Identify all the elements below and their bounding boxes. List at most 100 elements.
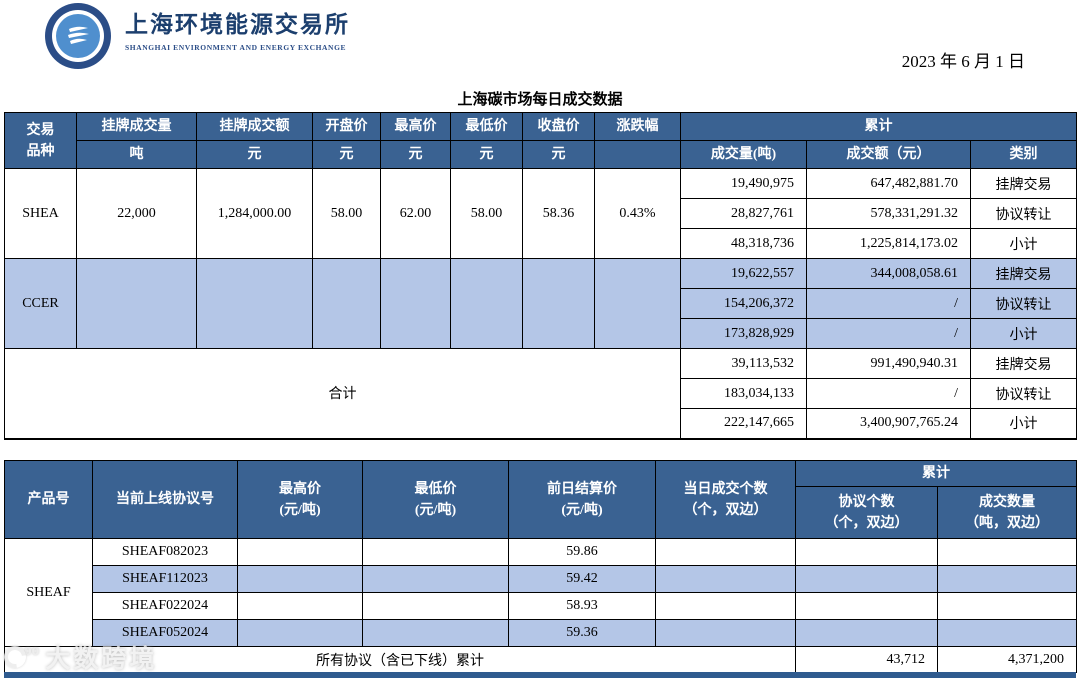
sheaf-agreement: SHEAF022024 bbox=[92, 592, 238, 620]
col-header-high: 最高价 bbox=[380, 112, 451, 141]
ccer-close-empty bbox=[522, 258, 595, 349]
ccer-cum-category: 挂牌交易 bbox=[969, 258, 1078, 289]
ccer-row-2: 154,206,372 / 协议转让 bbox=[5, 288, 1078, 319]
unit-listed-volume: 吨 bbox=[76, 140, 197, 169]
exchange-logo-header: 上海环境能源交易所 SHANGHAI ENVIRONMENT AND ENERG… bbox=[45, 3, 350, 69]
sheaf-agreement: SHEAF082023 bbox=[92, 538, 238, 566]
col-header-prev-settle: 前日结算价 (元/吨) bbox=[508, 460, 656, 539]
col-header-cum-volume: 成交量(吨) bbox=[680, 140, 807, 169]
shea-cum-volume: 28,827,761 bbox=[680, 198, 807, 229]
total-cum-category: 挂牌交易 bbox=[969, 348, 1078, 379]
col-header-listed-amount: 挂牌成交额 bbox=[196, 112, 313, 141]
sheaf-cum-qty-empty bbox=[937, 565, 1077, 593]
col-header-low: 最低价 (元/吨) bbox=[362, 460, 509, 539]
shea-cum-category: 挂牌交易 bbox=[969, 168, 1078, 199]
logo-swoosh-icon bbox=[68, 26, 89, 44]
col-header-high: 最高价 (元/吨) bbox=[237, 460, 363, 539]
col-header-agreement: 当前上线协议号 bbox=[92, 460, 238, 539]
sheaf-high-empty bbox=[237, 538, 363, 566]
shea-cum-amount: 578,331,291.32 bbox=[806, 198, 971, 229]
col-header-cum-qty: 成交数量 （吨，双边） bbox=[937, 486, 1077, 539]
sheaf-cum-qty-empty bbox=[937, 592, 1077, 620]
sheaf-low-empty bbox=[362, 592, 509, 620]
unit-change-empty bbox=[594, 140, 681, 169]
ccer-product: CCER bbox=[4, 258, 77, 349]
sheaf-prev-settle: 59.86 bbox=[508, 538, 656, 566]
sheaf-cum-count-empty bbox=[795, 565, 938, 593]
sheaf-prev-settle: 59.36 bbox=[508, 619, 656, 647]
col-header-cumulative: 累计 bbox=[679, 112, 1078, 141]
sheaf-agreement: SHEAF112023 bbox=[92, 565, 238, 593]
sheaf-prev-settle: 59.42 bbox=[508, 565, 656, 593]
ccer-open-empty bbox=[312, 258, 381, 349]
shea-row-1: SHEA 22,000 1,284,000.00 58.00 62.00 58.… bbox=[4, 168, 1078, 259]
sheaf-day-count-empty bbox=[655, 565, 796, 593]
col-header-cum-amount: 成交额（元） bbox=[806, 140, 971, 169]
shea-row-3: 48,318,736 1,225,814,173.02 小计 bbox=[5, 228, 1078, 259]
sheaf-high-empty bbox=[237, 592, 363, 620]
ccer-low-empty bbox=[450, 258, 523, 349]
unit-open: 元 bbox=[312, 140, 381, 169]
ccer-change-empty bbox=[594, 258, 681, 349]
daily-trading-table: 交易 品种 挂牌成交量 挂牌成交额 开盘价 最高价 最低价 收盘价 涨跌幅 累计… bbox=[4, 112, 1078, 440]
forward-header-row-2: 协议个数 （个，双边） 成交数量 （吨，双边） bbox=[5, 486, 1077, 539]
sheaf-cum-qty-empty bbox=[937, 619, 1077, 647]
page-title: 上海碳市场每日成交数据 bbox=[457, 92, 623, 108]
unit-high: 元 bbox=[380, 140, 451, 169]
sheaf-cum-count-empty bbox=[795, 619, 938, 647]
shea-cum-category: 协议转让 bbox=[969, 198, 1078, 229]
col-header-forward-cumulative: 累计 bbox=[795, 460, 1077, 487]
forward-agreement-table: 产品号 当前上线协议号 最高价 (元/吨) 最低价 (元/吨) 前日结算价 (元… bbox=[4, 460, 1077, 673]
col-header-close: 收盘价 bbox=[522, 112, 595, 141]
shea-high: 62.00 bbox=[380, 168, 451, 259]
col-header-low: 最低价 bbox=[450, 112, 523, 141]
all-agreements-label: 所有协议（含已下线）累计 bbox=[4, 646, 796, 673]
shea-cum-volume: 19,490,975 bbox=[680, 168, 807, 199]
total-row-2: 183,034,133 / 协议转让 bbox=[5, 378, 1078, 409]
sheaf-row-2: SHEAF112023 59.42 bbox=[5, 565, 1077, 593]
shea-low: 58.00 bbox=[450, 168, 523, 259]
total-cum-volume: 39,113,532 bbox=[680, 348, 807, 379]
forward-footer-row: 所有协议（含已下线）累计 43,712 4,371,200 bbox=[4, 646, 1077, 673]
all-agreements-cum-qty: 4,371,200 bbox=[937, 646, 1077, 673]
col-header-category: 类别 bbox=[969, 140, 1078, 169]
sheaf-low-empty bbox=[362, 619, 509, 647]
unit-listed-amount: 元 bbox=[196, 140, 313, 169]
col-header-day-count: 当日成交个数 （个，双边） bbox=[655, 460, 796, 539]
shea-row-2: 28,827,761 578,331,291.32 协议转让 bbox=[5, 198, 1078, 229]
sheaf-cum-count-empty bbox=[795, 538, 938, 566]
ccer-cum-amount: 344,008,058.61 bbox=[806, 258, 971, 289]
report-date: 2023 年 6 月 1 日 bbox=[901, 52, 1025, 71]
col-header-product: 交易 品种 bbox=[4, 112, 77, 169]
col-header-listed-volume: 挂牌成交量 bbox=[76, 112, 197, 141]
total-cum-category: 协议转让 bbox=[969, 378, 1078, 409]
sheaf-high-empty bbox=[237, 619, 363, 647]
total-cum-volume: 222,147,665 bbox=[680, 408, 807, 439]
sheaf-low-empty bbox=[362, 538, 509, 566]
col-header-product-code: 产品号 bbox=[4, 460, 93, 539]
col-header-open: 开盘价 bbox=[312, 112, 381, 141]
sheaf-prev-settle: 58.93 bbox=[508, 592, 656, 620]
ccer-cum-amount: / bbox=[806, 288, 971, 319]
total-cum-volume: 183,034,133 bbox=[680, 378, 807, 409]
sheaf-day-count-empty bbox=[655, 619, 796, 647]
ccer-cum-category: 小计 bbox=[969, 318, 1078, 349]
total-label: 合计 bbox=[4, 348, 681, 439]
ccer-listed-amount-empty bbox=[196, 258, 313, 349]
sheaf-row-3: SHEAF022024 58.93 bbox=[5, 592, 1077, 620]
ccer-row-1: CCER 19,622,557 344,008,058.61 挂牌交易 bbox=[4, 258, 1078, 349]
shea-cum-amount: 647,482,881.70 bbox=[806, 168, 971, 199]
unit-low: 元 bbox=[450, 140, 523, 169]
all-agreements-cum-count: 43,712 bbox=[795, 646, 938, 673]
shea-cum-category: 小计 bbox=[969, 228, 1078, 259]
total-row-3: 222,147,665 3,400,907,765.24 小计 bbox=[5, 408, 1078, 439]
sheaf-low-empty bbox=[362, 565, 509, 593]
shea-product: SHEA bbox=[4, 168, 77, 259]
shea-cum-amount: 1,225,814,173.02 bbox=[806, 228, 971, 259]
sheaf-agreement: SHEAF052024 bbox=[92, 619, 238, 647]
ccer-cum-volume: 154,206,372 bbox=[680, 288, 807, 319]
sheaf-row-4: SHEAF052024 59.36 bbox=[5, 619, 1077, 647]
total-cum-category: 小计 bbox=[969, 408, 1078, 439]
shea-listed-amount: 1,284,000.00 bbox=[196, 168, 313, 259]
ccer-cum-category: 协议转让 bbox=[969, 288, 1078, 319]
